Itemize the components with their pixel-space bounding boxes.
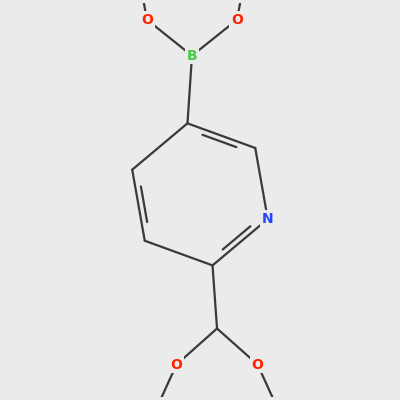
Text: O: O: [231, 13, 243, 27]
Text: O: O: [252, 358, 264, 372]
Text: O: O: [170, 358, 182, 372]
Text: N: N: [262, 212, 274, 226]
Text: O: O: [141, 13, 153, 27]
Text: B: B: [187, 49, 197, 63]
